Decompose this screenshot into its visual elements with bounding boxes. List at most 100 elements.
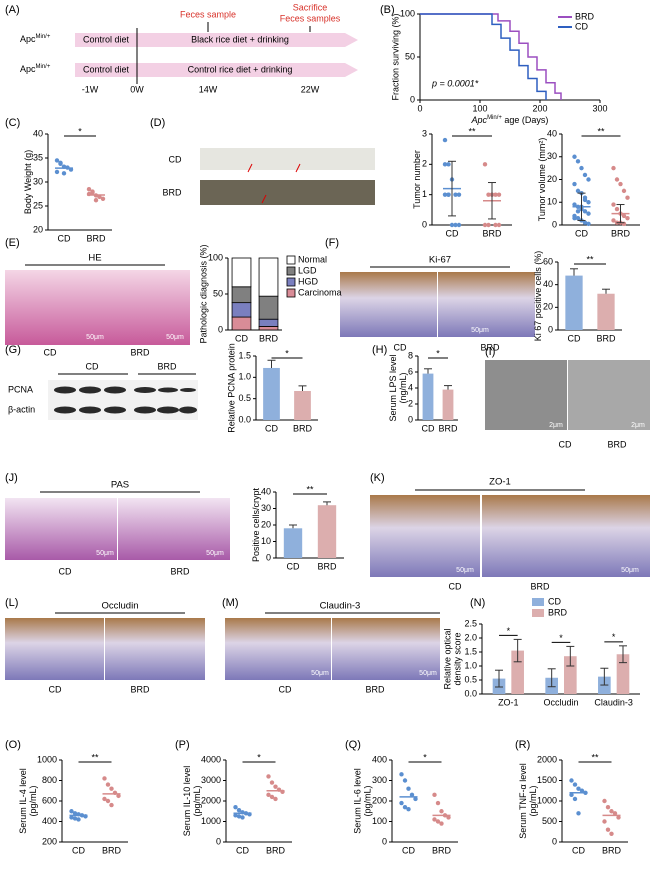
y-tick-label: 20 [547,174,557,184]
data-point [611,202,616,207]
data-point [609,809,614,814]
data-point [605,804,611,810]
panel-label: (D) [150,117,165,129]
data-point [72,816,78,821]
significance: * [559,633,563,643]
group-label: BRD [157,361,177,371]
data-point [105,798,111,804]
data-point [625,215,630,221]
arrow [295,163,301,173]
y-tick-label: 0 [218,324,223,334]
y-axis-label: Positive cells/crypt [251,487,261,562]
micrograph [5,270,190,345]
scale-bar: 2μm [549,422,563,429]
micrograph [118,498,230,560]
data-point [602,798,607,804]
y-tick-label: 500 [542,816,557,826]
significance: * [78,126,82,136]
y-tick-label: 1.5 [464,646,477,656]
panel-label: (J) [5,472,18,484]
x-tick-label: BRD [438,423,458,433]
micrograph [485,360,567,430]
bar-segment [231,302,252,318]
data-point [76,817,81,822]
panel-label: (E) [5,237,20,249]
data-point [611,218,616,223]
data-point [100,196,106,201]
legend-label: LGD [298,265,317,275]
micrograph [370,495,480,577]
week: -1W [82,84,99,94]
bar-segment [258,318,279,327]
group-label: BRD [480,342,500,352]
event: Feces sample [180,9,236,19]
colon-photo [200,180,375,205]
stain-title: ZO-1 [489,477,511,488]
strain: ApcMin/+ [20,34,51,45]
legend-swatch [286,288,296,298]
blot [48,380,198,420]
data-point [605,827,611,832]
bar [442,389,454,420]
y-axis-label: (pg/mL) [28,785,38,816]
x-tick-label: CD [572,845,585,855]
data-point [116,793,121,799]
y-tick-label: 60 [543,256,553,266]
y-tick-label: 40 [33,128,43,138]
data-point [579,165,584,171]
x-tick-label: 100 [472,103,487,113]
scale-bar: 50μm [456,567,474,574]
y-tick-label: 2 [408,398,413,408]
data-point [586,221,591,227]
y-tick-label: 0.0 [238,414,251,424]
y-tick-label: 0 [548,324,553,334]
stain-title: HE [88,253,101,264]
strain-base: Apc [20,64,36,74]
y-axis-label: Tumor number [412,150,422,209]
event: Sacrifice [293,2,328,12]
micrograph [5,618,104,680]
data-point [579,788,585,793]
x-tick-label: Claudin-3 [594,697,633,707]
micrograph [105,618,205,680]
x-tick-label: BRD [482,228,502,238]
data-point [582,197,588,203]
data-point [621,213,627,219]
x-tick-label: BRD [611,228,631,238]
micrograph [5,498,117,560]
data-point [449,222,455,228]
data-point [618,181,623,187]
data-point [90,189,95,194]
data-point [58,160,63,165]
y-tick-label: 6 [408,366,413,376]
data-point [413,796,418,802]
y-tick-label: 3 [422,128,427,138]
data-point [586,200,591,205]
bar-segment [231,286,252,304]
y-axis-label: Pathologic diagnosis (%) [199,244,209,343]
x-tick-label: CD [446,228,459,238]
significance: ** [91,752,99,762]
y-tick-label: 2.0 [464,632,477,642]
data-point [406,807,411,812]
y-tick-label: 2.5 [464,618,477,628]
legend-label: CD [575,21,588,31]
y-axis-label: Serum IL-4 level [18,768,28,834]
data-point [109,786,114,791]
y-tick-label: 2000 [537,754,557,764]
y-tick-label: 100 [372,816,387,826]
week: 22W [301,84,320,94]
legend-swatch [286,255,296,265]
stain-title: PAS [111,480,129,491]
x-tick-label: BRD [259,333,279,343]
data-point [402,778,408,783]
group-label: CD [49,684,62,694]
y-tick-label: 35 [33,152,43,162]
x-tick-label: ZO-1 [498,697,519,707]
y-tick-label: 10 [261,536,271,546]
data-point [406,786,411,791]
y-tick-label: 40 [543,279,553,289]
panel-label: (H) [372,344,387,356]
x-tick-label: CD [58,233,71,243]
significance: ** [306,484,314,494]
